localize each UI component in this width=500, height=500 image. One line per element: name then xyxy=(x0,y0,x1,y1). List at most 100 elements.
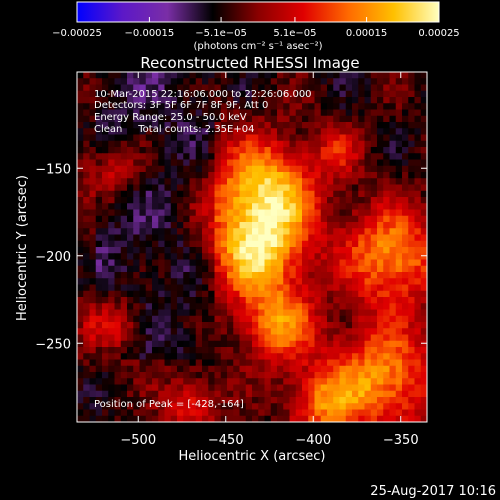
heatmap-cell xyxy=(189,153,197,161)
heatmap-cell xyxy=(420,378,427,386)
heatmap-cell xyxy=(202,315,209,323)
heatmap-cell xyxy=(295,215,303,223)
heatmap-cell xyxy=(195,203,203,211)
heatmap-cell xyxy=(208,322,216,329)
heatmap-cell xyxy=(333,284,341,292)
heatmap-cell xyxy=(414,340,422,348)
heatmap-cell xyxy=(320,397,328,404)
heatmap-cell xyxy=(102,153,109,161)
heatmap-cell xyxy=(189,409,197,417)
heatmap-cell xyxy=(358,172,366,179)
heatmap-cell xyxy=(345,372,353,379)
heatmap-cell xyxy=(258,203,266,211)
heatmap-cell xyxy=(383,184,391,192)
heatmap-cell xyxy=(220,372,228,379)
heatmap-cell xyxy=(177,384,184,392)
heatmap-cell xyxy=(208,247,216,254)
heatmap-cell xyxy=(133,78,141,86)
heatmap-cell xyxy=(239,309,247,317)
heatmap-cell xyxy=(208,259,216,267)
heatmap-cell xyxy=(77,165,84,173)
heatmap-cell xyxy=(377,315,384,323)
heatmap-cell xyxy=(214,209,222,217)
heatmap-cell xyxy=(377,115,384,123)
heatmap-cell xyxy=(177,397,184,404)
heatmap-cell xyxy=(152,359,159,367)
heatmap-cell xyxy=(227,259,234,267)
heatmap-cell xyxy=(264,278,272,286)
heatmap-cell xyxy=(264,290,272,298)
heatmap-cell xyxy=(370,259,378,267)
heatmap-cell xyxy=(270,222,278,229)
heatmap-cell xyxy=(364,309,372,317)
heatmap-cell xyxy=(158,390,166,398)
heatmap-cell xyxy=(352,415,359,422)
heatmap-cell xyxy=(183,390,191,398)
heatmap-cell xyxy=(333,197,341,204)
heatmap-cell xyxy=(227,278,234,286)
heatmap-cell xyxy=(208,140,216,148)
heatmap-cell xyxy=(183,365,191,373)
heatmap-cell xyxy=(239,78,247,86)
heatmap-cell xyxy=(170,340,178,348)
heatmap-cell xyxy=(414,97,422,104)
heatmap-cell xyxy=(345,115,353,123)
heatmap-cell xyxy=(252,353,259,361)
heatmap-cell xyxy=(183,147,191,154)
heatmap-cell xyxy=(283,409,291,417)
heatmap-cell xyxy=(152,353,159,361)
heatmap-cell xyxy=(152,165,159,173)
heatmap-cell xyxy=(152,97,159,104)
heatmap-cell xyxy=(202,197,209,204)
heatmap-cell xyxy=(233,390,241,398)
heatmap-cell xyxy=(302,328,309,336)
heatmap-cell xyxy=(420,128,427,136)
heatmap-cell xyxy=(95,397,103,404)
heatmap-cell xyxy=(402,272,409,279)
heatmap-cell xyxy=(202,334,209,342)
heatmap-cell xyxy=(327,84,334,92)
heatmap-cell xyxy=(233,122,241,129)
heatmap-cell xyxy=(408,115,416,123)
heatmap-cell xyxy=(95,134,103,142)
heatmap-cell xyxy=(95,84,103,92)
heatmap-cell xyxy=(377,134,384,142)
heatmap-cell xyxy=(170,90,178,98)
heatmap-cell xyxy=(127,184,134,192)
heatmap-cell xyxy=(264,309,272,317)
heatmap-cell xyxy=(314,84,322,92)
heatmap-cell xyxy=(339,122,347,129)
heatmap-cell xyxy=(283,103,291,111)
heatmap-cell xyxy=(314,197,322,204)
heatmap-cell xyxy=(139,153,147,161)
heatmap-cell xyxy=(389,290,397,298)
heatmap-cell xyxy=(264,172,272,179)
heatmap-cell xyxy=(233,265,241,273)
heatmap-cell xyxy=(402,153,409,161)
heatmap-cell xyxy=(402,297,409,304)
heatmap-cell xyxy=(345,128,353,136)
heatmap-cell xyxy=(77,415,84,422)
heatmap-cell xyxy=(370,159,378,167)
heatmap-cell xyxy=(377,153,384,161)
heatmap-cell xyxy=(208,115,216,123)
heatmap-cell xyxy=(208,153,216,161)
heatmap-cell xyxy=(408,122,416,129)
heatmap-cell xyxy=(327,328,334,336)
heatmap-cell xyxy=(402,303,409,311)
heatmap-cell xyxy=(120,184,128,192)
heatmap-cell xyxy=(402,284,409,292)
heatmap-cell xyxy=(395,197,403,204)
heatmap-cell xyxy=(95,184,103,192)
heatmap-cell xyxy=(402,397,409,404)
heatmap-cell xyxy=(95,384,103,392)
heatmap-cell xyxy=(377,384,384,392)
heatmap-cell xyxy=(164,340,172,348)
heatmap-cell xyxy=(227,159,234,167)
heatmap-cell xyxy=(195,172,203,179)
heatmap-cell xyxy=(183,72,191,79)
heatmap-cell xyxy=(420,122,427,129)
heatmap-cell xyxy=(139,134,147,142)
heatmap-cell xyxy=(208,84,216,92)
heatmap-cell xyxy=(345,103,353,111)
